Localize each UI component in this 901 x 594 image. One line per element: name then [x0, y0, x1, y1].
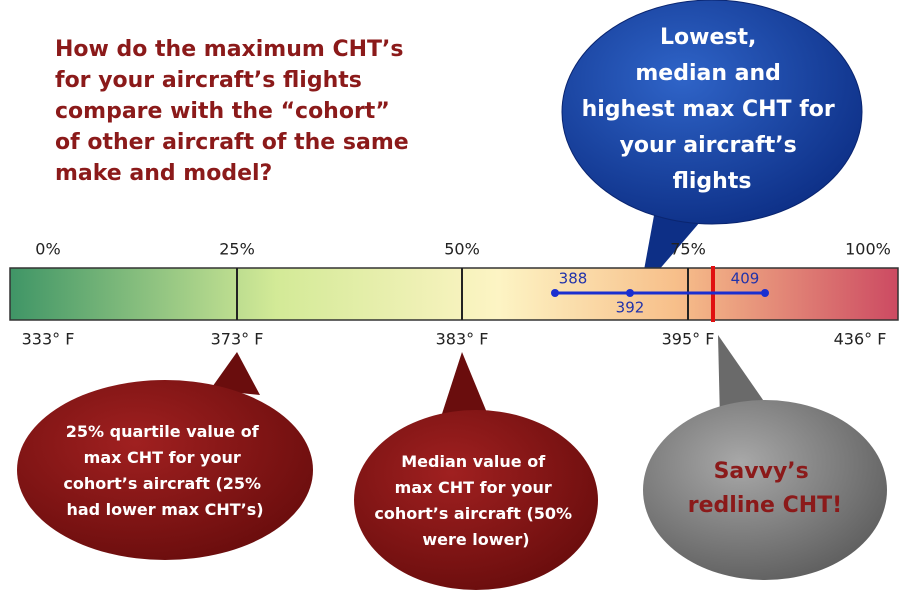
quartile-callout: 25% quartile value of max CHT for your c… [17, 352, 313, 560]
temperature-label: 383° F [436, 330, 489, 349]
median-callout-text: Median value of max CHT for your cohort’… [374, 452, 577, 549]
aircraft-callout-text: Lowest, median and highest max CHT for y… [582, 25, 843, 194]
percent-label: 100% [845, 240, 891, 259]
percent-label: 25% [219, 240, 255, 259]
redline-callout: Savvy’s redline CHT! [643, 335, 887, 580]
range-high: 409 [731, 270, 760, 288]
aircraft-callout: Lowest, median and highest max CHT for y… [561, 0, 863, 292]
percent-label: 0% [35, 240, 60, 259]
percent-label: 50% [444, 240, 480, 259]
redline-callout-text: Savvy’s redline CHT! [688, 459, 842, 518]
temperature-label: 333° F [22, 330, 75, 349]
median-callout: Median value of max CHT for your cohort’… [354, 352, 598, 590]
percent-labels: 0% 25% 50% 75% 100% [35, 240, 891, 259]
temperature-label: 395° F [662, 330, 715, 349]
range-low: 388 [559, 270, 588, 288]
temperature-label: 436° F [834, 330, 887, 349]
temperature-labels: 333° F 373° F 383° F 395° F 436° F [22, 330, 887, 349]
quartile-callout-text: 25% quartile value of max CHT for your c… [63, 422, 266, 519]
range-median: 392 [616, 299, 645, 317]
title: How do the maximum CHT’s for your aircra… [55, 37, 416, 186]
temperature-label: 373° F [211, 330, 264, 349]
scale-bar: 388 392 409 [9, 266, 899, 322]
percent-label: 75% [670, 240, 706, 259]
